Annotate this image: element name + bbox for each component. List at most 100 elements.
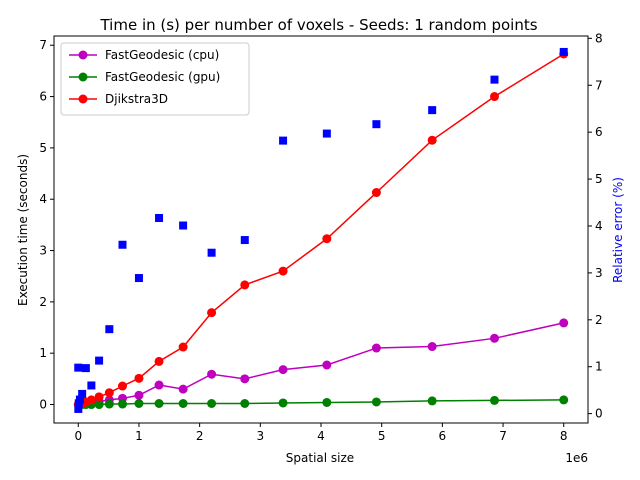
data-point (118, 381, 128, 391)
data-point (179, 221, 188, 230)
data-point (94, 400, 104, 410)
data-point (427, 396, 437, 406)
x-tick-label: 5 (378, 429, 386, 443)
data-point (134, 390, 144, 400)
data-point (559, 47, 568, 56)
data-point (155, 214, 164, 223)
x-tick-label: 3 (256, 429, 264, 443)
data-point (427, 135, 437, 145)
data-point (178, 342, 188, 352)
y-right-tick-label: 6 (595, 125, 603, 139)
data-point (490, 75, 499, 84)
data-point (240, 236, 249, 245)
x-axis-label: Spatial size (286, 451, 354, 465)
legend-marker (78, 94, 88, 104)
y-right-tick-label: 7 (595, 78, 603, 92)
data-point (118, 240, 127, 249)
data-point (86, 395, 96, 405)
data-point (559, 318, 569, 328)
data-point (240, 374, 250, 384)
data-point (154, 380, 164, 390)
data-point (559, 395, 569, 405)
legend-marker (78, 50, 88, 60)
data-point (134, 399, 144, 408)
x-tick-label: 6 (439, 429, 447, 443)
data-point (78, 389, 87, 398)
x-tick-label: 0 (74, 429, 82, 443)
legend: FastGeodesic (cpu) FastGeodesic (gpu) Djik… (60, 42, 250, 116)
data-point (489, 333, 499, 343)
legend-label: FastGeodesic (cpu) (105, 48, 219, 62)
y-right-tick-label: 8 (595, 31, 603, 45)
data-point (371, 397, 381, 407)
data-point (104, 399, 114, 409)
y-axis-left-label: Execution time (seconds) (16, 154, 30, 306)
data-point (134, 274, 143, 283)
legend-item: Djikstra3D (69, 92, 168, 106)
data-point (372, 120, 381, 129)
y-left-tick-label: 1 (39, 346, 47, 360)
data-point (154, 399, 164, 408)
data-point (207, 248, 216, 257)
data-point (278, 266, 288, 276)
y-axis-right-label: Relative error (%) (611, 177, 625, 283)
data-point (427, 342, 437, 352)
data-point (207, 369, 217, 379)
data-point (207, 308, 217, 318)
data-point (371, 188, 381, 198)
data-point (75, 395, 84, 404)
legend-marker (78, 72, 88, 82)
data-point (74, 404, 83, 413)
data-point (178, 384, 188, 394)
series-4 (74, 363, 83, 372)
data-point (428, 106, 437, 115)
y-axis-left: 0 1 2 3 4 5 6 7 (39, 38, 54, 412)
chart-title: Time in (s) per number of voxels - Seeds… (99, 16, 537, 34)
y-right-tick-label: 5 (595, 172, 603, 186)
legend-item: FastGeodesic (cpu) (69, 48, 219, 62)
y-right-tick-label: 1 (595, 360, 603, 374)
legend-label: FastGeodesic (gpu) (105, 70, 220, 84)
y-left-tick-label: 3 (39, 244, 47, 258)
data-point (278, 365, 288, 375)
data-point (207, 399, 217, 408)
data-point (74, 363, 83, 372)
data-point (134, 373, 144, 383)
y-right-tick-label: 3 (595, 266, 603, 280)
data-point (322, 397, 332, 407)
y-left-tick-label: 5 (39, 141, 47, 155)
x-tick-label: 8 (560, 429, 568, 443)
data-point (322, 129, 331, 138)
data-point (279, 136, 288, 145)
data-point (104, 388, 114, 398)
x-tick-label: 2 (196, 429, 204, 443)
data-point (118, 399, 128, 409)
y-axis-right: 0 1 2 3 4 5 6 7 8 (588, 31, 603, 421)
x-tick-label: 7 (499, 429, 507, 443)
data-point (371, 343, 381, 353)
y-left-tick-label: 4 (39, 192, 47, 206)
plot-area (73, 47, 569, 413)
data-point (87, 381, 96, 390)
data-point (322, 360, 332, 370)
y-left-tick-label: 2 (39, 295, 47, 309)
series-3 (74, 47, 568, 413)
data-point (240, 280, 250, 290)
y-right-tick-label: 0 (595, 407, 603, 421)
data-point (94, 392, 104, 402)
data-point (278, 398, 288, 408)
data-point (81, 364, 90, 373)
data-point (178, 399, 188, 408)
legend-label: Djikstra3D (105, 92, 168, 106)
data-point (95, 356, 104, 365)
x-tick-label: 1 (135, 429, 143, 443)
data-point (154, 356, 164, 366)
y-left-tick-label: 0 (39, 398, 47, 412)
y-left-tick-label: 7 (39, 38, 47, 52)
legend-item: FastGeodesic (gpu) (69, 70, 220, 84)
x-axis: 0 1 2 3 4 5 6 7 8 (74, 423, 568, 443)
legend-box (60, 42, 250, 116)
data-point (322, 234, 332, 244)
data-point (489, 92, 499, 102)
